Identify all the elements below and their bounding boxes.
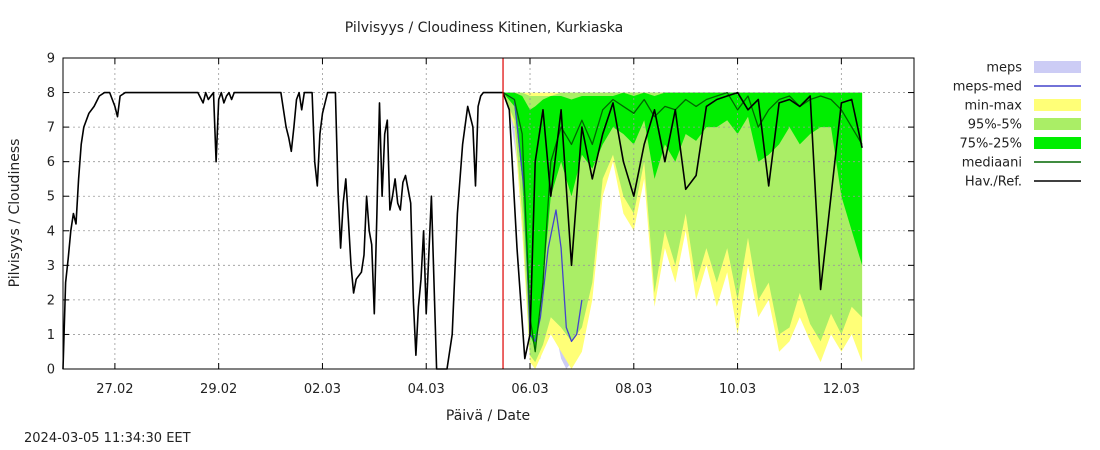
data-lines [62,58,863,370]
x-tick-label: 10.03 [719,382,756,397]
y-tick-label: 1 [47,328,55,343]
generation-timestamp: 2024-03-05 11:34:30 EET [24,431,191,446]
chart-title: Pilvisyys / Cloudiness Kitinen, Kurkiask… [345,20,623,36]
y-tick-label: 9 [47,52,55,67]
legend-label: Hav./Ref. [965,175,1022,190]
legend-label: meps-med [953,80,1022,95]
legend-swatch [1034,118,1081,130]
x-tick-label: 04.03 [408,382,445,397]
x-tick-label: 12.03 [823,382,860,397]
y-axis-ticks: 0 1 2 3 4 5 6 7 8 9 [47,52,914,378]
legend: meps meps-med min-max 95%-5% 75%-25% mediaani… [953,61,1081,190]
y-tick-label: 7 [47,121,55,136]
observed-line [62,91,863,370]
y-tick-label: 2 [47,293,55,308]
legend-swatch [1034,99,1081,111]
y-tick-label: 8 [47,86,55,101]
legend-label: meps [986,61,1022,76]
legend-label: 75%-25% [960,137,1022,152]
x-tick-label: 02.03 [304,382,341,397]
x-axis-label: Päivä / Date [446,408,530,424]
legend-swatch [1034,61,1081,73]
legend-label: min-max [964,99,1022,114]
y-axis-label: Pilvisyys / Cloudiness [7,139,23,288]
y-tick-label: 6 [47,155,55,170]
grid-lines [63,58,914,369]
x-tick-label: 29.02 [200,382,237,397]
plot-frame [62,57,915,370]
legend-label: 95%-5% [968,118,1022,133]
y-tick-label: 3 [47,259,55,274]
p75-25-band [503,92,863,349]
x-tick-label: 06.03 [511,382,548,397]
x-tick-label: 08.03 [615,382,652,397]
x-axis-ticks: 27.02 29.02 02.03 04.03 06.03 08.03 10.03 12.03 [96,58,860,397]
legend-swatch [1034,137,1081,149]
legend-label: mediaani [962,156,1022,171]
y-tick-label: 5 [47,190,55,205]
y-tick-label: 4 [47,224,55,239]
y-tick-label: 0 [47,363,55,378]
x-tick-label: 27.02 [96,382,133,397]
